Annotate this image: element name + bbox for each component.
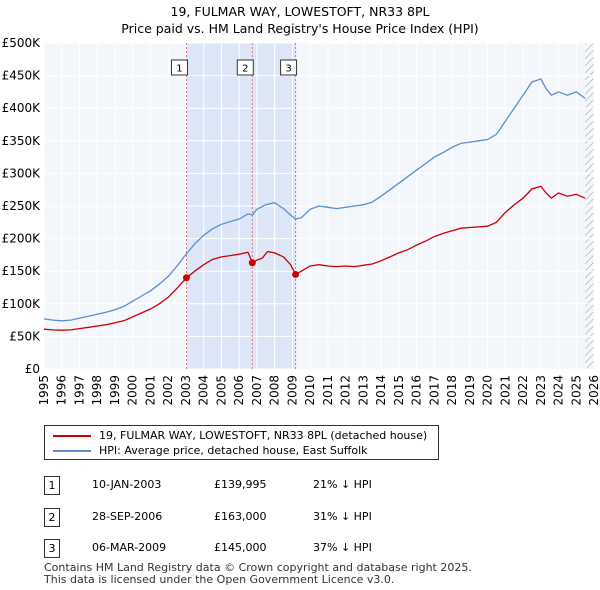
x-tick-label: 2003	[179, 375, 193, 406]
sale-point	[248, 259, 256, 267]
sale-row: 3 06-MAR-2009 £145,000 37% ↓ HPI	[0, 539, 600, 561]
x-tick-label: 1996	[55, 375, 69, 406]
sale-number-badge: 1	[44, 476, 60, 495]
x-tick-label: 2010	[303, 375, 317, 406]
property-series-line	[43, 185, 586, 331]
price-chart: 1 2 3 £0 £50K £100K £150K £200K £250K £300K £350K £…	[2, 36, 600, 406]
y-tick-label: £250K	[2, 199, 42, 213]
x-tick-label: 2015	[392, 375, 406, 406]
legend-swatch-hpi	[53, 450, 91, 452]
sale-label-box	[170, 59, 188, 76]
sale-date: 10-JAN-2003	[92, 478, 162, 491]
x-tick-label: 2019	[463, 375, 477, 406]
sale-hpi-diff: 31% ↓ HPI	[313, 510, 372, 523]
y-tick-label: £50K	[9, 329, 41, 343]
x-tick-label: 2013	[356, 375, 370, 406]
sale-number-badge: 3	[44, 539, 60, 558]
sale-price: £145,000	[214, 541, 267, 554]
x-tick-label: 2018	[445, 375, 459, 406]
chart-title: 19, FULMAR WAY, LOWESTOFT, NR33 8PL	[170, 4, 430, 19]
chart-subtitle: Price paid vs. HM Land Registry's House …	[121, 21, 479, 36]
y-tick-label: £150K	[2, 264, 42, 278]
x-tick-label: 2014	[374, 375, 388, 406]
x-tick-label: 2016	[410, 375, 424, 406]
sale-hpi-diff: 21% ↓ HPI	[313, 478, 372, 491]
legend-label-property: 19, FULMAR WAY, LOWESTOFT, NR33 8PL (det…	[99, 429, 428, 442]
x-tick-label: 2002	[161, 375, 175, 406]
x-tick-label: 2024	[552, 375, 566, 406]
y-tick-label: £300K	[2, 166, 42, 180]
x-tick-label: 2006	[232, 375, 246, 406]
sale-label-box	[236, 59, 254, 76]
legend-swatch-property	[53, 435, 91, 437]
sale-point	[182, 274, 190, 282]
y-tick-label: £100K	[2, 297, 42, 311]
sale-label-box	[280, 59, 298, 76]
y-tick-label: £400K	[2, 101, 42, 115]
x-tick-label: 2007	[250, 375, 264, 406]
x-tick-label: 2001	[143, 375, 157, 406]
x-tick-label: 2000	[126, 375, 140, 406]
legend: 19, FULMAR WAY, LOWESTOFT, NR33 8PL (det…	[44, 425, 439, 460]
y-tick-label: £500K	[2, 36, 42, 50]
sale-hpi-diff: 37% ↓ HPI	[313, 541, 372, 554]
x-tick-label: 2004	[197, 375, 211, 406]
x-tick-label: 2017	[427, 375, 441, 406]
footer-licence: This data is licensed under the Open Gov…	[44, 573, 395, 586]
x-tick-label: 2025	[569, 375, 583, 406]
sale-row: 2 28-SEP-2006 £163,000 31% ↓ HPI	[0, 508, 600, 530]
sale-point	[292, 270, 300, 278]
sale-price: £163,000	[214, 510, 267, 523]
x-tick-label: 2022	[516, 375, 530, 406]
x-tick-label: 2011	[321, 375, 335, 406]
footer-copyright: Contains HM Land Registry data © Crown c…	[44, 561, 472, 574]
y-tick-label: £450K	[2, 69, 42, 83]
sale-number-badge: 2	[44, 508, 60, 527]
hpi-series-line	[43, 78, 586, 322]
legend-label-hpi: HPI: Average price, detached house, East…	[99, 444, 368, 457]
x-tick-label: 1999	[108, 375, 122, 406]
sale-label-text: 1	[176, 64, 182, 75]
x-tick-label: 2008	[268, 375, 282, 406]
sale-price: £139,995	[214, 478, 267, 491]
y-tick-label: £350K	[2, 134, 42, 148]
x-tick-label: 1995	[37, 375, 51, 406]
x-tick-label: 2021	[498, 375, 512, 406]
sale-row: 1 10-JAN-2003 £139,995 21% ↓ HPI	[0, 476, 600, 498]
sale-label-text: 3	[285, 64, 291, 75]
x-tick-label: 2009	[285, 375, 299, 406]
y-tick-label: £0	[25, 362, 40, 376]
x-tick-label: 2005	[214, 375, 228, 406]
sale-date: 28-SEP-2006	[92, 510, 163, 523]
x-tick-label: 2012	[339, 375, 353, 406]
y-tick-label: £200K	[2, 232, 42, 246]
x-tick-label: 2026	[587, 375, 600, 406]
x-tick-label: 1997	[72, 375, 86, 406]
sale-label-text: 2	[242, 64, 248, 75]
x-tick-label: 2020	[481, 375, 495, 406]
x-tick-label: 2023	[534, 375, 548, 406]
sale-date: 06-MAR-2009	[92, 541, 167, 554]
x-tick-label: 1998	[90, 375, 104, 406]
